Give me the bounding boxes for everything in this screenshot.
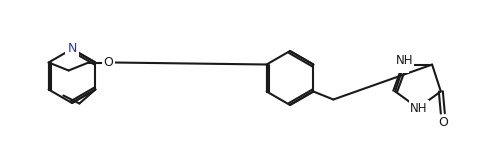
Text: S: S (400, 58, 408, 71)
Text: O: O (438, 116, 448, 129)
Text: NH: NH (395, 54, 413, 67)
Text: N: N (67, 42, 77, 56)
Text: O: O (104, 56, 114, 69)
Text: NH: NH (410, 102, 428, 115)
